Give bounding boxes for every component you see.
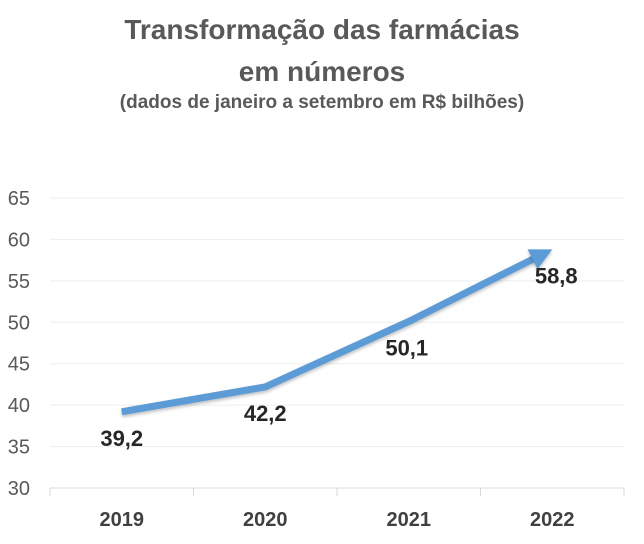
y-tick-label: 30: [8, 478, 30, 500]
data-label: 42,2: [244, 401, 287, 426]
chart-title-line2: em números: [238, 56, 406, 87]
y-tick-label: 45: [8, 354, 30, 376]
x-tick-label: 2022: [530, 509, 575, 531]
y-tick-label: 65: [8, 188, 30, 210]
y-tick-label: 60: [8, 229, 30, 251]
y-tick-label: 35: [8, 437, 30, 459]
y-tick-label: 40: [8, 395, 30, 417]
x-tick-label: 2020: [243, 509, 288, 531]
labels-layer: 30 35 40 45 50 55 60 65 2019 2020 2021 2022 39,2 42,2…: [8, 188, 578, 531]
axes: [49, 487, 625, 496]
series-line: [121, 255, 536, 416]
data-label: 58,8: [535, 263, 578, 288]
chart-title-line1: Transformação das farmácias: [124, 14, 520, 45]
x-tick-label: 2019: [100, 509, 145, 531]
y-tick-label: 55: [8, 271, 30, 293]
x-tick-label: 2021: [387, 509, 432, 531]
y-tick-label: 50: [8, 312, 30, 334]
data-label: 50,1: [385, 335, 428, 360]
arrow-head-icon: [527, 249, 553, 270]
gridlines: [50, 197, 624, 448]
series-layer: [121, 249, 553, 416]
data-label: 39,2: [100, 426, 143, 451]
chart-subtitle: (dados de janeiro a setembro em R$ bilhõ…: [119, 92, 525, 113]
